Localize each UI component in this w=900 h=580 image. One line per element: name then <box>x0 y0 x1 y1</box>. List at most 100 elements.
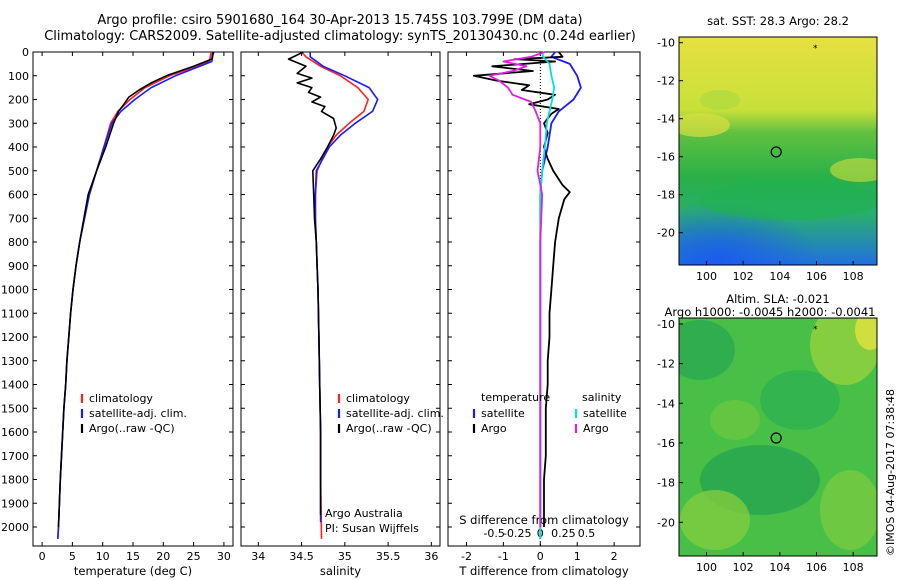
salinity-xtick-label: 36 <box>424 550 438 563</box>
salinity-legend-text-2: Argo(..raw -QC) <box>346 422 432 435</box>
diff-xtick-label: -2 <box>461 550 472 563</box>
annotation-line-2: PI: Susan Wijffels <box>325 522 419 535</box>
diff-s-tick-label: -0.25 <box>503 527 531 540</box>
temperature-series-2 <box>57 51 214 528</box>
sla-ytick-label: -16 <box>657 437 675 450</box>
sst-argo-marker <box>770 146 782 158</box>
depth-tick-label: 1000 <box>1 284 29 297</box>
sla-island-mark: * <box>813 325 818 335</box>
temperature-xtick-label: 25 <box>187 550 201 563</box>
sla-ytick-label: -20 <box>657 516 675 529</box>
temperature-series-0 <box>57 51 212 539</box>
depth-tick-label: 1600 <box>1 426 29 439</box>
sst-xtick-label: 104 <box>769 270 790 283</box>
salinity-xlabel: salinity <box>320 564 361 578</box>
sla-xtick-label: 102 <box>733 561 754 574</box>
diff-T-series-1 <box>472 51 571 527</box>
salinity-xtick-label: 34.5 <box>289 550 314 563</box>
sla-ytick-label: -18 <box>657 477 675 490</box>
sla-xtick-label: 108 <box>843 561 864 574</box>
sst-xtick-label: 100 <box>696 270 717 283</box>
depth-tick-label: 600 <box>8 189 29 202</box>
sst-map <box>679 37 877 265</box>
depth-tick-label: 1200 <box>1 331 29 344</box>
diff-legend-right-text-0: satellite <box>583 407 627 420</box>
sst-ytick-label: -12 <box>657 75 675 88</box>
sst-ytick-label: -14 <box>657 113 675 126</box>
title-line-1: Argo profile: csiro 5901680_164 30-Apr-2… <box>97 13 583 28</box>
diff-s-tick-label: -0.5 <box>483 527 504 540</box>
depth-tick-label: 1300 <box>1 355 29 368</box>
temperature-legend-text-1: satellite-adj. clim. <box>89 407 187 420</box>
diff-xtick-label: 0 <box>537 550 544 563</box>
depth-tick-label: 900 <box>8 260 29 273</box>
diff-s-tick-label: 0.5 <box>578 527 596 540</box>
salinity-legend-text-1: satellite-adj. clim. <box>346 407 444 420</box>
temperature-frame <box>32 51 234 547</box>
sst-title: sat. SST: 28.3 Argo: 28.2 <box>707 14 849 28</box>
salinity-legend-text-0: climatology <box>346 392 410 405</box>
temperature-series-1 <box>57 51 215 539</box>
sla-xtick-label: 106 <box>806 561 827 574</box>
depth-tick-label: 1900 <box>1 497 29 510</box>
salinity-xtick-label: 35 <box>338 550 352 563</box>
depth-tick-label: 1800 <box>1 474 29 487</box>
salinity-series-2 <box>287 51 337 516</box>
temperature-xtick-label: 5 <box>69 550 76 563</box>
salinity-xtick-label: 34 <box>251 550 265 563</box>
sst-xtick-label: 102 <box>733 270 754 283</box>
temperature-xtick-label: 0 <box>39 550 46 563</box>
title-line-2: Climatology: CARS2009. Satellite-adjuste… <box>44 29 636 44</box>
sla-frame <box>678 317 878 557</box>
diff-S-series-1 <box>488 51 546 527</box>
sla-xtick-label: 100 <box>696 561 717 574</box>
diff-xtick-label: 1 <box>574 550 581 563</box>
diff-legend-left-title: temperature <box>481 391 550 404</box>
sst-ytick-label: -10 <box>657 37 675 50</box>
diff-legend-right-title: salinity <box>582 391 622 404</box>
depth-tick-label: 2000 <box>1 521 29 534</box>
depth-tick-label: 200 <box>8 94 29 107</box>
diff-xtick-label: -1 <box>498 550 509 563</box>
copyright-stamp: ©IMOS 04-Aug-2017 07:38:48 <box>884 389 897 556</box>
depth-tick-label: 1100 <box>1 307 29 320</box>
temperature-xtick-label: 30 <box>217 550 231 563</box>
temperature-xtick-label: 10 <box>96 550 110 563</box>
temperature-legend-text-0: climatology <box>89 392 153 405</box>
sla-ytick-label: -12 <box>657 358 675 371</box>
sst-xtick-label: 106 <box>806 270 827 283</box>
depth-tick-label: 500 <box>8 165 29 178</box>
temperature-xtick-label: 20 <box>156 550 170 563</box>
salinity-xtick-label: 35.5 <box>376 550 401 563</box>
sla-xtick-label: 104 <box>769 561 790 574</box>
temperature-xlabel: temperature (deg C) <box>74 564 192 578</box>
depth-tick-label: 700 <box>8 212 29 225</box>
sst-island-mark: * <box>813 44 818 54</box>
sst-frame <box>678 36 878 266</box>
diff-S-series-0 <box>539 51 556 539</box>
sla-ytick-label: -14 <box>657 397 675 410</box>
diff-legend-left-text-0: satellite <box>481 407 525 420</box>
sst-ytick-label: -16 <box>657 151 675 164</box>
salinity-frame <box>240 51 441 547</box>
depth-tick-label: 100 <box>8 70 29 83</box>
depth-tick-label: 1700 <box>1 450 29 463</box>
sst-ytick-label: -18 <box>657 189 675 202</box>
sla-map <box>679 318 877 556</box>
sla-ytick-label: -10 <box>657 318 675 331</box>
sst-ytick-label: -20 <box>657 227 675 240</box>
diff-s-tick-label: 0.25 <box>551 527 576 540</box>
sla-argo-marker <box>770 432 782 444</box>
temperature-legend-text-2: Argo(..raw -QC) <box>89 422 175 435</box>
sla-title: Altim. SLA: -0.021 <box>726 292 830 306</box>
annotation-line-1: Argo Australia <box>325 507 403 520</box>
depth-tick-label: 800 <box>8 236 29 249</box>
diff-legend-left-text-1: Argo <box>481 422 507 435</box>
depth-tick-label: 1500 <box>1 402 29 415</box>
diff-legend-right-text-1: Argo <box>583 422 609 435</box>
diff-xtick-label: 2 <box>611 550 618 563</box>
depth-tick-label: 0 <box>22 46 29 59</box>
sst-xtick-label: 108 <box>843 270 864 283</box>
depth-tick-label: 400 <box>8 141 29 154</box>
